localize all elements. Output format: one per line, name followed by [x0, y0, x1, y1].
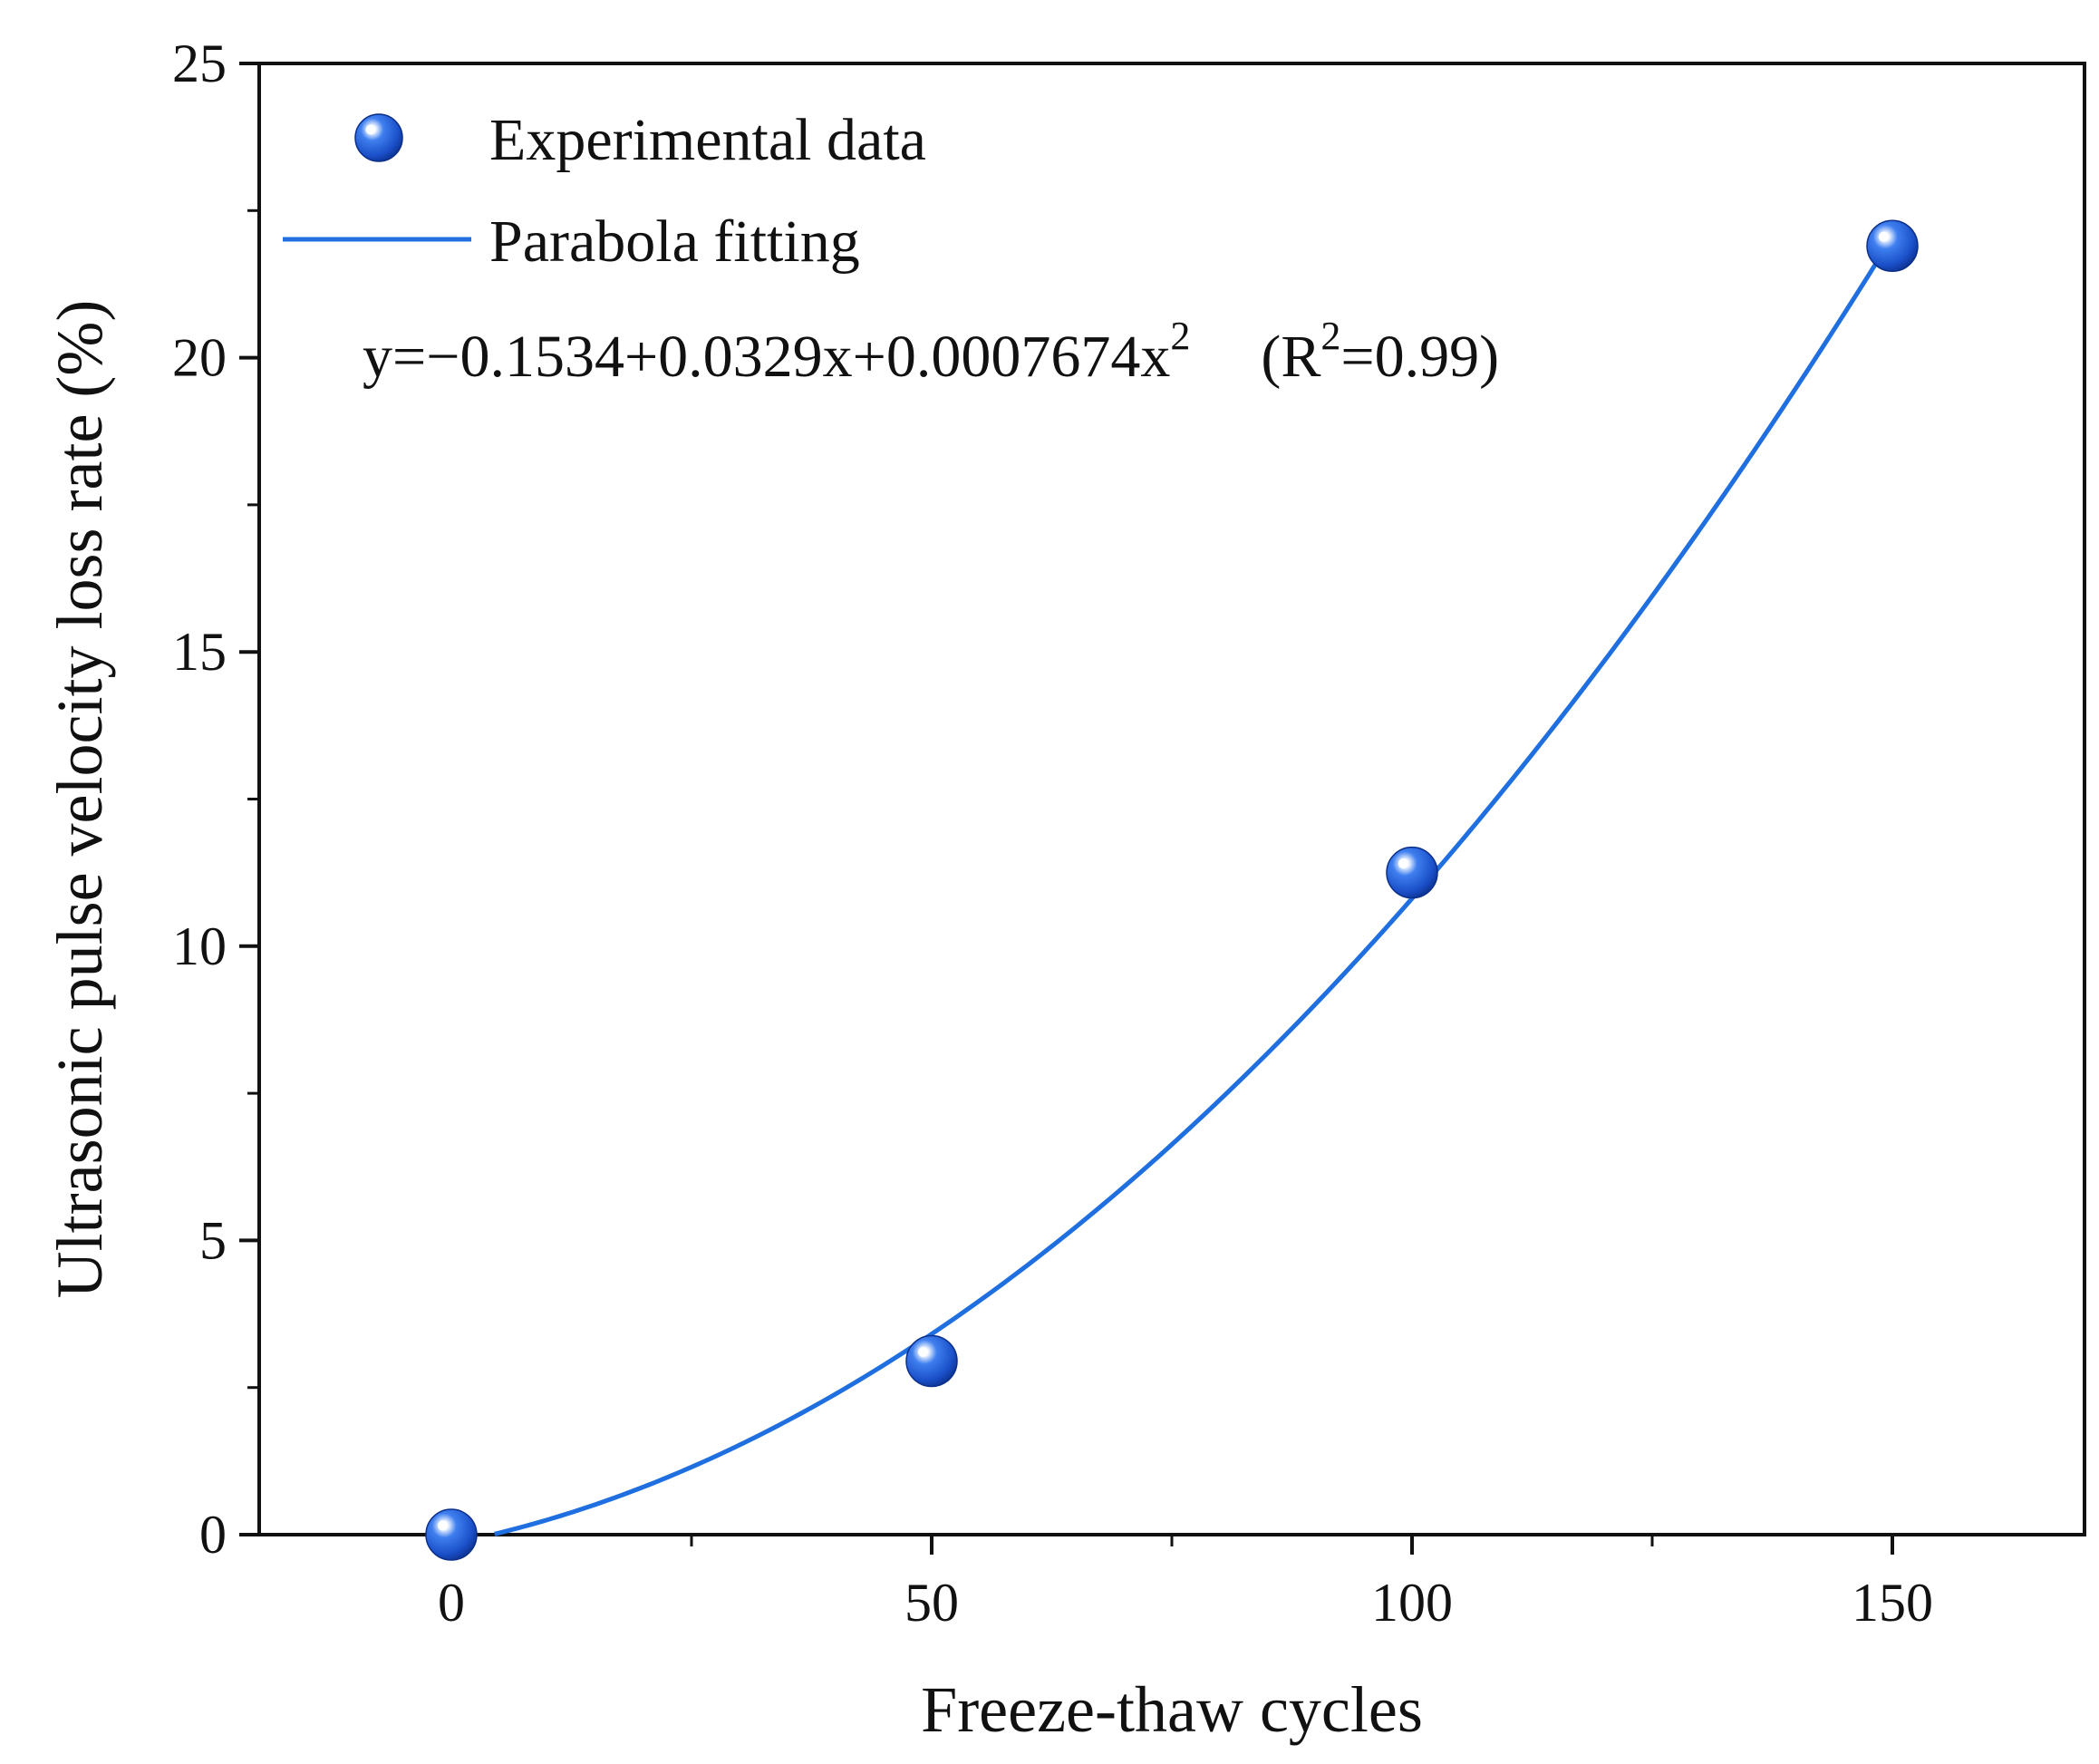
ticks: 0 50 100 150 0 5 10 15 20 25 [172, 34, 1933, 1633]
data-point [425, 1508, 478, 1561]
y-tick-label: 5 [199, 1210, 227, 1270]
legend-marker-experimental [354, 113, 403, 162]
data-point [905, 1334, 958, 1388]
data-point [1866, 219, 1919, 273]
y-tick-label: 0 [199, 1505, 227, 1565]
data-point-highlight [1398, 858, 1409, 869]
data-points [425, 219, 1919, 1561]
r2-suffix: =0.99) [1340, 324, 1499, 390]
axes [257, 62, 2086, 1536]
fit-equation: y=−0.1534+0.0329x+0.0007674x2 (R2=0.99) [363, 314, 1499, 390]
legend: Experimental data Parabola fitting [283, 107, 926, 275]
x-axis-title: Freeze-thaw cycles [921, 1673, 1423, 1746]
data-point [1386, 846, 1438, 899]
y-tick-label: 25 [172, 34, 227, 93]
data-point-highlight [437, 1520, 449, 1531]
equation-exponent: 2 [1170, 314, 1190, 358]
x-tick-label: 0 [438, 1573, 465, 1633]
fit-curve [494, 236, 1895, 1536]
equation-body: y=−0.1534+0.0329x+0.0007674x [363, 324, 1170, 390]
legend-marker-highlight [365, 124, 376, 135]
r2-exponent: 2 [1320, 314, 1340, 358]
x-tick-label: 50 [904, 1573, 959, 1633]
plot-frame [257, 62, 2086, 1536]
y-tick-label: 15 [172, 622, 227, 682]
data-point-highlight [1878, 231, 1890, 242]
x-tick-label: 150 [1852, 1573, 1933, 1633]
legend-label-fitting: Parabola fitting [489, 208, 860, 275]
data-point-highlight [917, 1346, 929, 1358]
x-tick-label: 100 [1371, 1573, 1453, 1633]
fit-curve-group [494, 236, 1895, 1536]
legend-label-experimental: Experimental data [489, 107, 926, 173]
y-tick-label: 10 [172, 916, 227, 976]
r2-prefix: (R [1261, 324, 1320, 390]
y-tick-label: 20 [172, 328, 227, 388]
y-axis-title: Ultrasonic pulse velocity loss rate (%) [44, 300, 116, 1299]
